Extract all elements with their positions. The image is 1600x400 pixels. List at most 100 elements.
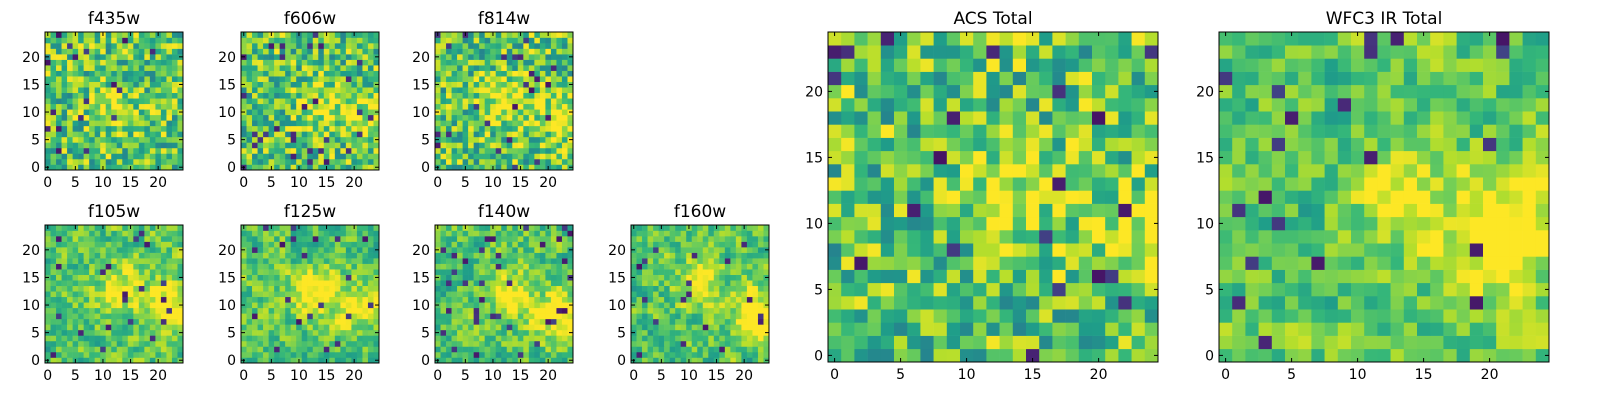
heatmap-cell (318, 158, 325, 165)
heatmap-cell (1065, 269, 1080, 284)
heatmap-cell (440, 291, 447, 298)
heatmap-cell (473, 103, 480, 110)
heatmap-cell (933, 203, 948, 218)
heatmap-cell (484, 247, 491, 253)
y-tick-label: 15 (608, 270, 626, 286)
heatmap-cell (61, 164, 68, 171)
heatmap-cell (462, 131, 469, 138)
heatmap-cell (468, 346, 474, 353)
heatmap-cell (241, 252, 247, 259)
heatmap-cell (285, 43, 291, 49)
heatmap-cell (279, 329, 286, 336)
heatmap-cell (285, 280, 291, 287)
heatmap-cell (351, 335, 358, 342)
heatmap-cell (67, 131, 73, 138)
heatmap-cell (523, 307, 530, 314)
heatmap-cell (144, 263, 151, 270)
heatmap-cell (279, 92, 286, 99)
heatmap-cell (517, 103, 524, 110)
heatmap-cell (285, 258, 291, 264)
heatmap-cell (484, 70, 491, 77)
heatmap-cell (556, 241, 563, 248)
heatmap-cell (67, 54, 73, 60)
heatmap-cell (144, 131, 151, 138)
heatmap-cell (138, 92, 145, 99)
heatmap-cell (691, 230, 698, 237)
heatmap-cell (318, 98, 325, 105)
heatmap-cell (854, 177, 868, 191)
heatmap-cell (545, 346, 552, 353)
heatmap-cell (279, 313, 286, 320)
heatmap-cell (127, 346, 134, 353)
heatmap-cell (539, 307, 546, 314)
heatmap-cell (144, 291, 151, 298)
heatmap-cell (72, 43, 79, 49)
heatmap-cell (149, 252, 156, 259)
heatmap-cell (933, 216, 948, 231)
heatmap-cell (257, 318, 264, 325)
heatmap-cell (105, 48, 112, 55)
heatmap-cell (741, 252, 748, 259)
heatmap-cell (1105, 164, 1119, 178)
heatmap-cell (83, 103, 90, 110)
heatmap-cell (567, 324, 574, 331)
heatmap-cell (329, 302, 336, 309)
heatmap-cell (105, 142, 112, 149)
heatmap-cell (144, 340, 151, 347)
heatmap-cell (468, 296, 474, 303)
heatmap-cell (312, 280, 319, 287)
heatmap-cell (83, 340, 90, 347)
heatmap-cell (451, 87, 458, 94)
heatmap-cell (523, 318, 530, 325)
heatmap-cell (680, 291, 687, 298)
heatmap-cell (435, 59, 441, 66)
heatmap-cell (506, 340, 513, 347)
heatmap-cell (166, 76, 173, 82)
heatmap-cell (675, 340, 681, 347)
heatmap-cell (138, 313, 145, 320)
heatmap-cell (686, 313, 693, 320)
heatmap-cell (116, 109, 123, 116)
heatmap-cell (166, 125, 173, 132)
heatmap-cell (741, 236, 748, 242)
heatmap-cell (100, 98, 107, 105)
heatmap-cell (686, 291, 693, 298)
y-tick-label: 20 (608, 243, 626, 259)
heatmap-cell (841, 164, 855, 178)
heatmap-cell (1065, 335, 1080, 350)
heatmap-cell (719, 230, 726, 237)
heatmap-cell (741, 340, 748, 347)
heatmap-cell (435, 70, 441, 77)
heatmap-cell (446, 296, 452, 303)
heatmap-cell (246, 158, 253, 165)
heatmap-cell (1105, 322, 1119, 336)
heatmap-cell (451, 274, 458, 281)
heatmap-cell (735, 307, 742, 314)
heatmap-cell (647, 351, 654, 358)
heatmap-cell (149, 114, 156, 121)
heatmap-cell (468, 43, 474, 49)
heatmap-cell (534, 32, 541, 38)
heatmap-cell (880, 282, 895, 297)
heatmap-cell (312, 269, 319, 275)
heatmap-cell (318, 351, 325, 358)
heatmap-cell (345, 296, 352, 303)
heatmap-cell (479, 59, 485, 66)
heatmap-cell (550, 65, 557, 71)
heatmap-cell (171, 274, 178, 281)
heatmap-cell (462, 37, 469, 44)
heatmap-cell (356, 241, 363, 248)
heatmap-cell (512, 302, 519, 309)
heatmap-cell (675, 241, 681, 248)
heatmap-cell (246, 37, 253, 44)
heatmap-cell (367, 81, 374, 88)
heatmap-cell (263, 136, 269, 143)
heatmap-cell (329, 109, 336, 116)
heatmap-cell (841, 190, 855, 204)
heatmap-cell (94, 252, 101, 259)
heatmap-cell (116, 125, 123, 132)
heatmap-cell (462, 280, 469, 287)
heatmap-cell (457, 98, 463, 105)
heatmap-cell (50, 307, 57, 314)
heatmap-cell (446, 241, 452, 248)
